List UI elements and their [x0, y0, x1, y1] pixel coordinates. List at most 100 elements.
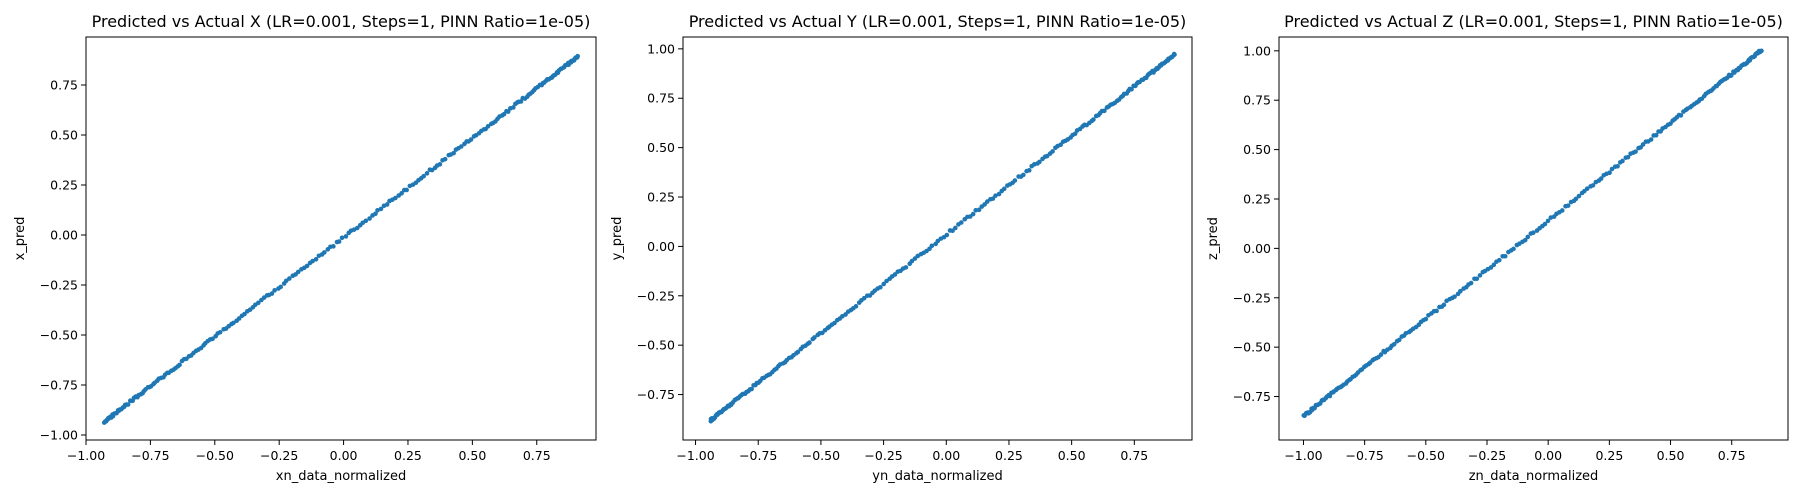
- scatter-point: [996, 191, 1002, 197]
- scatter-point: [990, 196, 996, 201]
- scatter-point: [336, 239, 342, 244]
- scatter-point: [272, 288, 277, 293]
- scatter-point: [1759, 48, 1764, 54]
- scatter-point: [1496, 257, 1502, 263]
- scatter-point: [384, 202, 390, 207]
- plot-frame: [1278, 36, 1789, 441]
- scatter-point: [853, 304, 859, 309]
- scatter-point: [373, 211, 378, 217]
- x-tick-label: −1.00: [1284, 448, 1322, 463]
- scatter-points: [101, 53, 580, 425]
- x-tick-label: −0.75: [131, 448, 169, 463]
- x-tick-label: −0.25: [260, 448, 298, 463]
- scatter-point: [959, 220, 964, 225]
- scatter-point: [812, 335, 817, 340]
- y-tick-label: −0.75: [40, 378, 78, 393]
- chart-panel-2: Predicted vs Actual Y (LR=0.001, Steps=1…: [610, 12, 1193, 484]
- scatter-point: [1522, 237, 1528, 243]
- x-tick-label: −0.25: [1468, 448, 1506, 463]
- scatter-point: [1423, 316, 1429, 322]
- scatter-point: [1625, 154, 1631, 160]
- scatter-point: [304, 263, 310, 269]
- scatter-point: [1648, 137, 1654, 142]
- scatter-point: [903, 265, 909, 270]
- scatter-point: [375, 207, 380, 213]
- x-axis-label: zn_data_normalized: [1469, 469, 1599, 484]
- scatter-point: [331, 244, 336, 249]
- scatter-point: [125, 402, 131, 407]
- scatter-point: [1678, 113, 1684, 118]
- scatter-point: [807, 340, 812, 345]
- scatter-point: [231, 320, 236, 326]
- scatter-point: [1129, 86, 1134, 92]
- x-tick-label: 0.75: [1120, 448, 1148, 463]
- scatter-point: [1102, 108, 1107, 114]
- scatter-point: [1434, 308, 1439, 314]
- x-tick-label: 0.00: [1534, 448, 1562, 463]
- chart-title: Predicted vs Actual Z (LR=0.001, Steps=1…: [1284, 12, 1783, 31]
- scatter-point: [1378, 352, 1384, 357]
- scatter-point: [1021, 172, 1026, 178]
- y-tick-label: 0.25: [50, 178, 78, 193]
- scatter-point: [1729, 72, 1734, 78]
- scatter-point: [929, 243, 935, 249]
- scatter-point: [1502, 253, 1508, 259]
- scatter-point: [1058, 142, 1063, 147]
- scatter-point: [1037, 159, 1042, 165]
- scatter-point: [878, 284, 883, 290]
- scatter-point: [1396, 337, 1402, 343]
- y-tick-label: −0.25: [1233, 290, 1271, 305]
- y-tick-label: 0.50: [50, 128, 78, 143]
- scatter-point: [378, 206, 384, 212]
- scatter-point: [795, 349, 801, 355]
- scatter-point: [1468, 280, 1474, 286]
- scatter-point: [984, 199, 990, 204]
- scatter-point: [451, 150, 456, 156]
- y-tick-label: 0.75: [647, 91, 675, 106]
- scatter-point: [354, 225, 360, 231]
- scatter-point: [749, 386, 754, 392]
- scatter-point: [1653, 132, 1659, 138]
- scatter-point: [1391, 341, 1397, 347]
- y-tick-label: −0.50: [40, 328, 78, 343]
- scatter-point: [404, 187, 409, 193]
- scatter-point: [210, 336, 215, 342]
- scatter-point: [1598, 176, 1604, 181]
- y-tick-label: 0.00: [50, 228, 78, 243]
- x-tick-label: 0.50: [1657, 448, 1685, 463]
- scatter-point: [993, 193, 998, 198]
- scatter-point: [1525, 234, 1531, 240]
- scatter-point: [944, 232, 950, 238]
- x-tick-label: 0.75: [1718, 448, 1746, 463]
- y-tick-label: 0.50: [647, 140, 675, 155]
- scatter-point: [976, 207, 982, 213]
- scatter-point: [892, 272, 898, 277]
- x-tick-label: −0.50: [196, 448, 234, 463]
- scatter-point: [269, 291, 275, 296]
- scatter-point: [367, 216, 372, 221]
- scatter-point: [485, 124, 491, 129]
- scatter-point: [1633, 149, 1638, 154]
- chart-panel-1: Predicted vs Actual X (LR=0.001, Steps=1…: [13, 12, 597, 484]
- scatter-point: [437, 162, 443, 167]
- scatter-point: [295, 269, 301, 275]
- y-tick-label: 0.00: [647, 239, 675, 254]
- scatter-point: [339, 235, 345, 241]
- plot-frame: [682, 36, 1193, 441]
- scatter-point: [1559, 208, 1565, 213]
- scatter-point: [1026, 168, 1032, 173]
- x-tick-label: −0.50: [802, 448, 840, 463]
- x-axis-label: xn_data_normalized: [276, 469, 406, 484]
- y-tick-label: −0.75: [1233, 389, 1271, 404]
- x-tick-label: −1.00: [676, 448, 714, 463]
- scatter-point: [424, 171, 430, 176]
- y-tick-label: −0.75: [637, 387, 675, 402]
- scatter-point: [217, 329, 223, 335]
- y-tick-label: 0.75: [50, 78, 78, 93]
- scatter-point: [518, 99, 524, 104]
- scatter-point: [1640, 142, 1646, 147]
- scatter-point: [832, 320, 837, 326]
- y-tick-label: 0.75: [1243, 93, 1271, 108]
- x-tick-label: 0.25: [394, 448, 422, 463]
